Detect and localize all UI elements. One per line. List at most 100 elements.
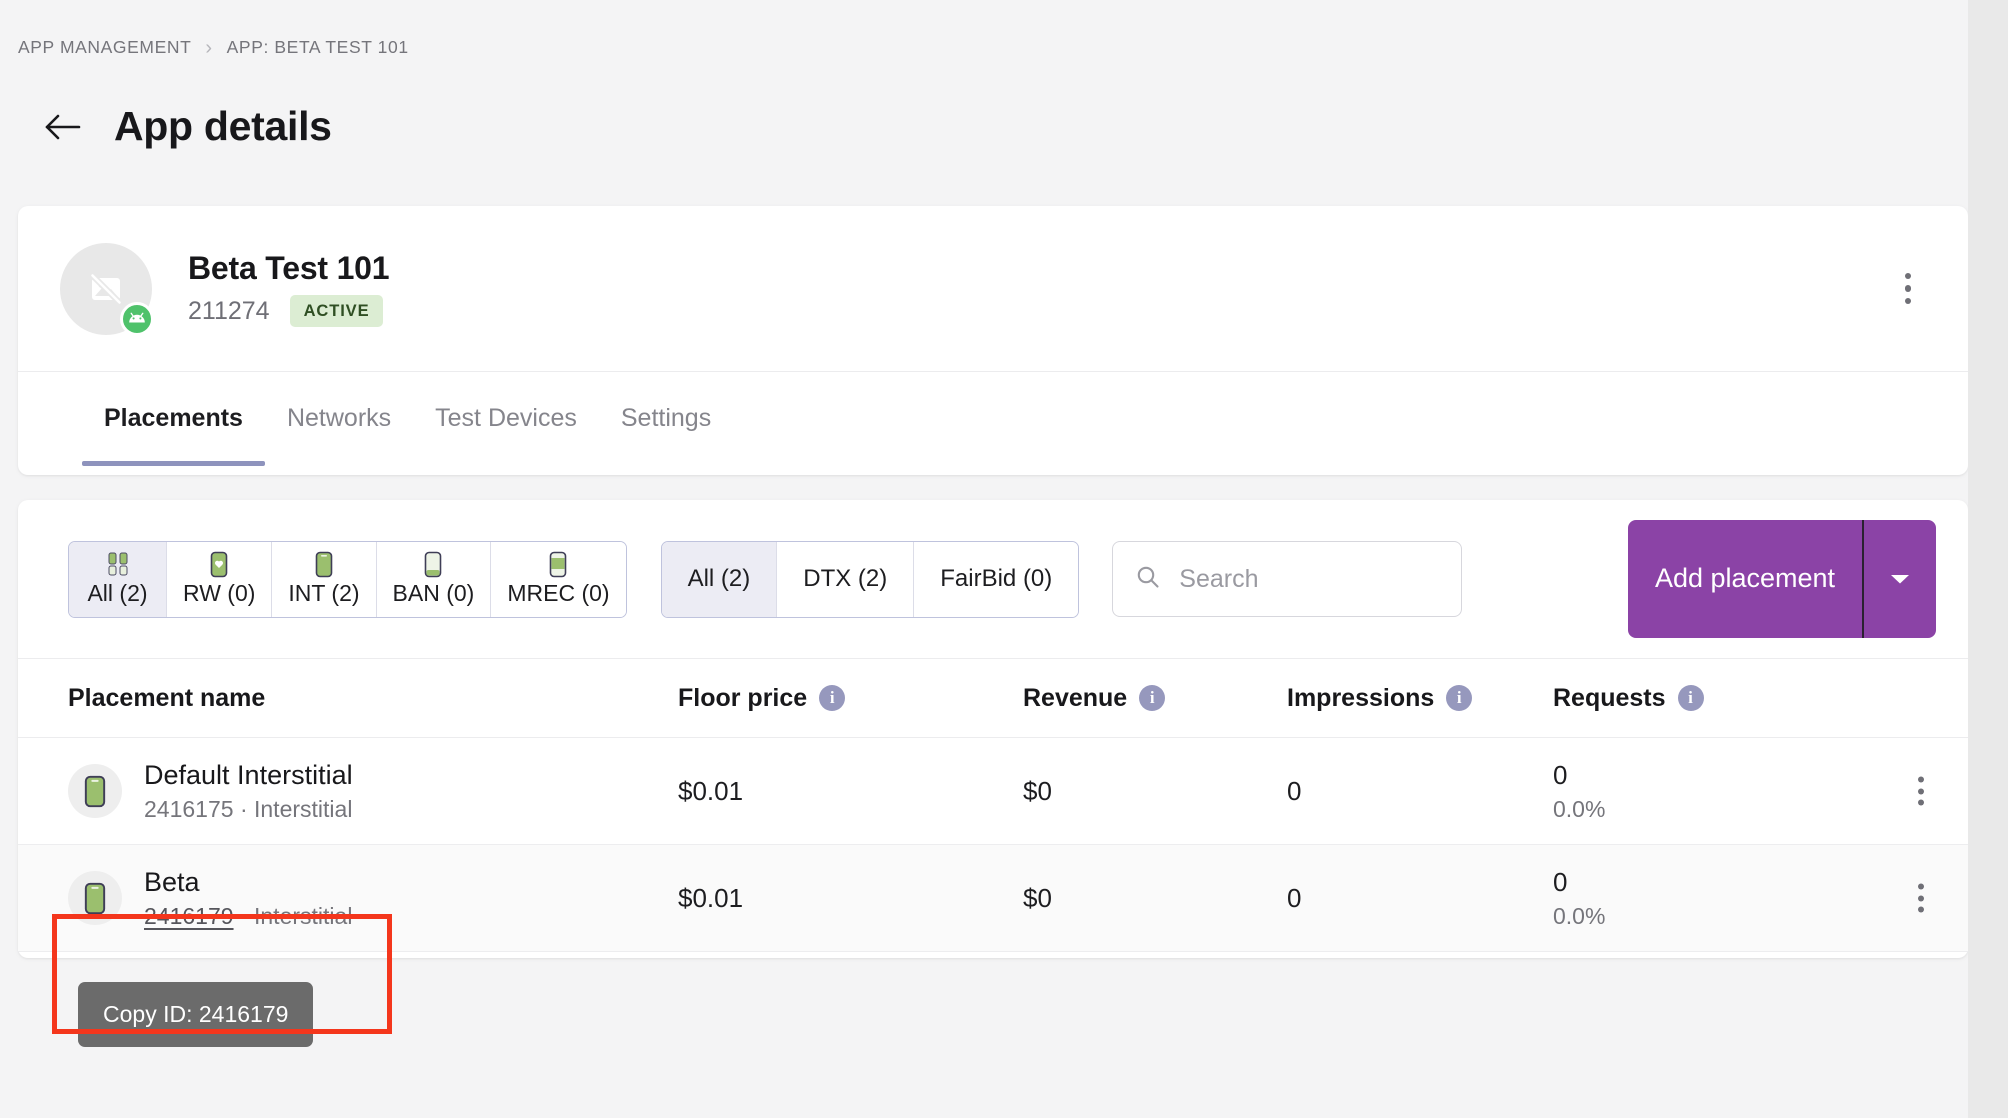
source-filter-group: All (2) DTX (2) FairBid (0) (660, 540, 1080, 618)
placement-name[interactable]: Default Interstitial (144, 759, 353, 790)
filter-label: MREC (0) (507, 580, 610, 606)
filter-mrec[interactable]: MREC (0) (491, 541, 626, 617)
filter-source-dtx[interactable]: DTX (2) (777, 541, 915, 617)
column-label: Impressions (1287, 683, 1435, 712)
subline-separator: · (239, 795, 248, 822)
search-icon (1135, 564, 1161, 595)
interstitial-phone-icon (68, 871, 122, 925)
add-placement-label: Add placement (1628, 520, 1864, 638)
app-meta: Beta Test 101 211274 ACTIVE (188, 250, 390, 327)
kebab-dot (1918, 895, 1924, 901)
placement-subline: 2416175 · Interstitial (144, 796, 353, 823)
column-header-impressions: Impressions i (1287, 684, 1553, 713)
filter-label: FairBid (0) (940, 565, 1053, 592)
app-tabs: Placements Networks Test Devices Setting… (18, 371, 1968, 474)
status-badge: ACTIVE (289, 295, 384, 327)
kebab-dot (1918, 883, 1924, 890)
requests-percentage: 0.0% (1553, 902, 1606, 929)
banner-phone-icon (424, 551, 442, 577)
avatar (60, 242, 154, 336)
column-header-floor-price: Floor price i (678, 684, 1023, 713)
info-icon[interactable]: i (1139, 685, 1166, 711)
kebab-dot (1904, 297, 1912, 305)
page-right-gutter (1968, 0, 2008, 1118)
column-label: Floor price (678, 683, 808, 712)
filter-source-fairbid[interactable]: FairBid (0) (914, 541, 1079, 617)
tab-label: Test Devices (435, 404, 577, 432)
add-placement-button[interactable]: Add placement (1628, 520, 1936, 638)
breadcrumb-item-app-management[interactable]: APP MANAGEMENT (18, 37, 192, 57)
info-icon[interactable]: i (819, 685, 846, 711)
revenue-value: $0 (1023, 882, 1052, 913)
requests-cell: 0 0.0% (1553, 867, 1833, 930)
kebab-dot (1904, 272, 1912, 280)
app-subline: 211274 ACTIVE (188, 295, 389, 327)
app-id: 211274 (188, 296, 270, 325)
android-icon (120, 301, 154, 336)
subline-separator: · (239, 902, 248, 929)
chevron-down-icon[interactable] (1864, 520, 1936, 638)
app-summary-card: Beta Test 101 211274 ACTIVE Placements N… (18, 206, 1968, 475)
filter-interstitial[interactable]: INT (2) (272, 541, 377, 617)
column-header-placement-name: Placement name (68, 684, 678, 713)
arrow-left-icon[interactable] (42, 106, 84, 148)
column-label: Requests (1553, 683, 1666, 712)
placement-subline: 2416179 · Interstitial (144, 903, 352, 930)
tab-test-devices[interactable]: Test Devices (413, 372, 599, 433)
copy-id-tooltip: Copy ID: 2416179 (78, 982, 314, 1047)
filter-source-all[interactable]: All (2) (661, 541, 778, 617)
requests-value: 0 (1553, 866, 1568, 897)
filter-rewarded[interactable]: RW (0) (167, 541, 273, 617)
placement-name[interactable]: Beta (144, 866, 200, 897)
kebab-dot (1918, 776, 1924, 783)
app-header: Beta Test 101 211274 ACTIVE (18, 206, 1968, 371)
more-vertical-icon[interactable] (1888, 265, 1928, 313)
tab-label: Settings (620, 404, 712, 432)
filter-label: RW (0) (183, 580, 256, 606)
info-icon[interactable]: i (1446, 685, 1473, 711)
breadcrumb-separator-icon: › (205, 36, 213, 59)
tab-networks[interactable]: Networks (265, 372, 413, 433)
filter-label: DTX (2) (803, 565, 888, 592)
column-header-requests: Requests i (1553, 684, 1833, 713)
filter-label: INT (2) (288, 580, 360, 606)
tab-label: Placements (104, 404, 243, 432)
broken-image-icon (60, 242, 152, 335)
filter-label: All (2) (687, 565, 751, 592)
tab-placements[interactable]: Placements (82, 372, 265, 466)
page-titlebar: App details (42, 103, 332, 150)
placement-text: Default Interstitial 2416175 · Interstit… (144, 760, 353, 823)
placement-type-filter-group: All (2) RW (0) (68, 540, 627, 618)
grid-placements-icon (105, 551, 131, 577)
impressions-value: 0 (1287, 775, 1302, 806)
search-box[interactable] (1112, 541, 1463, 617)
search-input[interactable] (1177, 563, 1440, 595)
more-vertical-icon[interactable] (1918, 776, 1924, 806)
kebab-dot (1918, 906, 1924, 913)
column-header-revenue: Revenue i (1023, 684, 1287, 713)
placement-name-cell: Default Interstitial 2416175 · Interstit… (68, 760, 678, 823)
impressions-value: 0 (1287, 882, 1302, 913)
breadcrumb-item-current-app: APP: BETA TEST 101 (226, 37, 409, 57)
breadcrumb: APP MANAGEMENT › APP: BETA TEST 101 (18, 37, 409, 58)
requests-percentage: 0.0% (1553, 795, 1606, 822)
filter-all-types[interactable]: All (2) (69, 541, 167, 617)
placement-id-copy-link[interactable]: 2416179 (144, 902, 234, 929)
placements-card: All (2) RW (0) (18, 500, 1968, 958)
placement-type: Interstitial (254, 902, 353, 929)
info-icon[interactable]: i (1677, 685, 1704, 711)
more-vertical-icon[interactable] (1918, 883, 1924, 913)
kebab-dot (1904, 285, 1912, 292)
placements-toolbar: All (2) RW (0) (18, 500, 1968, 658)
table-row[interactable]: Beta 2416179 · Interstitial $0.01 $0 0 0… (18, 845, 1968, 952)
tab-settings[interactable]: Settings (599, 372, 733, 433)
table-header: Placement name Floor price i Revenue i I… (18, 658, 1968, 738)
table-row[interactable]: Default Interstitial 2416175 · Interstit… (18, 738, 1968, 845)
placement-text: Beta 2416179 · Interstitial (144, 867, 352, 930)
floor-price-value: $0.01 (678, 775, 744, 806)
placement-id[interactable]: 2416175 (144, 795, 234, 822)
revenue-value: $0 (1023, 775, 1052, 806)
filter-banner[interactable]: BAN (0) (376, 541, 492, 617)
tab-label: Networks (286, 404, 392, 432)
filter-label: BAN (0) (392, 580, 475, 606)
